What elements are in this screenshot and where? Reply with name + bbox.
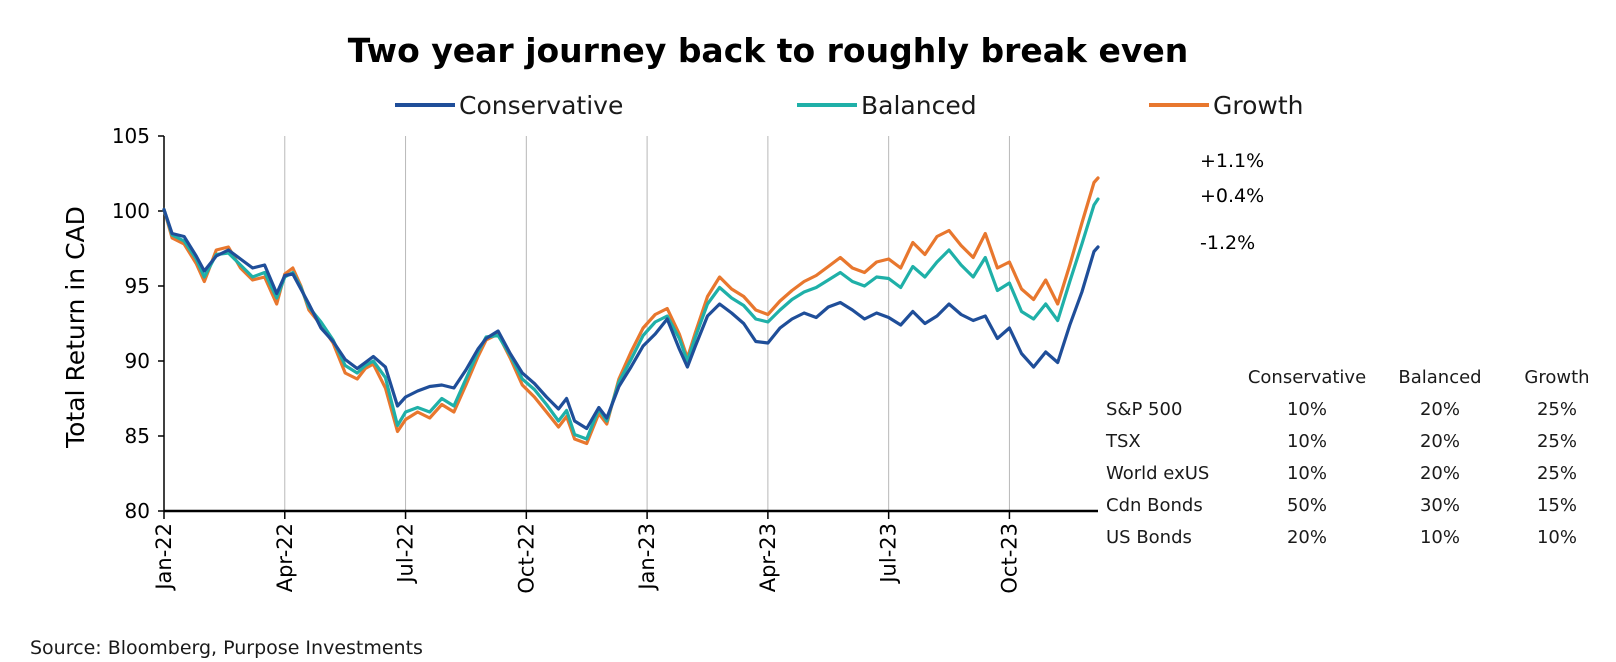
allocation-table: Conservative Balanced Growth S&P 500 10%…	[1105, 367, 1590, 548]
legend-label-balanced: Balanced	[861, 91, 977, 120]
x-tick-label: Jan-23	[635, 523, 659, 592]
table-cell: 25%	[1537, 399, 1577, 420]
legend: Conservative Balanced Growth	[395, 91, 1304, 120]
x-tick-label: Apr-22	[273, 523, 297, 592]
y-axis-title: Total Return in CAD	[61, 206, 90, 449]
end-label-conservative: -1.2%	[1200, 232, 1255, 254]
y-tick-label: 100	[112, 199, 150, 223]
legend-item-growth: Growth	[1149, 91, 1304, 120]
end-labels: -1.2% +0.4% +1.1%	[1200, 150, 1264, 254]
table-row-label: World exUS	[1106, 463, 1209, 484]
y-tick-label: 80	[125, 499, 150, 523]
end-label-growth: +1.1%	[1200, 150, 1264, 172]
table-col-header-balanced: Balanced	[1398, 367, 1481, 388]
series-lines	[162, 176, 1100, 446]
table-cell: 20%	[1420, 399, 1460, 420]
table-cell: 25%	[1537, 463, 1577, 484]
chart-title: Two year journey back to roughly break e…	[348, 31, 1189, 70]
legend-item-conservative: Conservative	[395, 91, 623, 120]
table-cell: 15%	[1537, 495, 1577, 516]
legend-label-growth: Growth	[1213, 91, 1304, 120]
legend-item-balanced: Balanced	[797, 91, 977, 120]
y-axis-ticks: 80 85 90 95 100 105	[112, 124, 165, 523]
table-cell: 20%	[1420, 463, 1460, 484]
x-axis-ticks: Jan-22 Apr-22 Jul-22 Oct-22 Jan-23 Apr-23 Jul-…	[152, 511, 1021, 594]
table-cell: 20%	[1420, 431, 1460, 452]
x-tick-label: Apr-23	[756, 523, 780, 592]
series-line-balanced	[162, 197, 1100, 441]
gridlines	[284, 136, 1010, 511]
x-tick-label: Jan-22	[152, 523, 176, 592]
table-row-label: TSX	[1105, 431, 1141, 452]
legend-label-conservative: Conservative	[459, 91, 623, 120]
table-col-header-growth: Growth	[1524, 367, 1589, 388]
end-label-balanced: +0.4%	[1200, 185, 1264, 207]
table-cell: 50%	[1287, 495, 1327, 516]
x-tick-label: Oct-22	[514, 523, 538, 594]
table-cell: 10%	[1287, 463, 1327, 484]
table-cell: 25%	[1537, 431, 1577, 452]
source-note: Source: Bloomberg, Purpose Investments	[30, 637, 423, 659]
table-row-label: US Bonds	[1106, 527, 1192, 548]
table-col-header-conservative: Conservative	[1248, 367, 1366, 388]
x-tick-label: Jul-22	[394, 523, 418, 585]
table-row-label: S&P 500	[1106, 399, 1182, 420]
series-line-conservative	[162, 207, 1100, 431]
table-cell: 10%	[1537, 527, 1577, 548]
table-cell: 10%	[1287, 399, 1327, 420]
y-tick-label: 95	[125, 274, 150, 298]
y-tick-label: 105	[112, 124, 150, 148]
table-cell: 30%	[1420, 495, 1460, 516]
y-tick-label: 85	[125, 424, 150, 448]
table-cell: 10%	[1287, 431, 1327, 452]
table-row-label: Cdn Bonds	[1106, 495, 1203, 516]
table-cell: 20%	[1287, 527, 1327, 548]
table-cell: 10%	[1420, 527, 1460, 548]
x-tick-label: Oct-23	[997, 523, 1021, 594]
y-tick-label: 90	[125, 349, 150, 373]
x-tick-label: Jul-23	[877, 523, 901, 585]
